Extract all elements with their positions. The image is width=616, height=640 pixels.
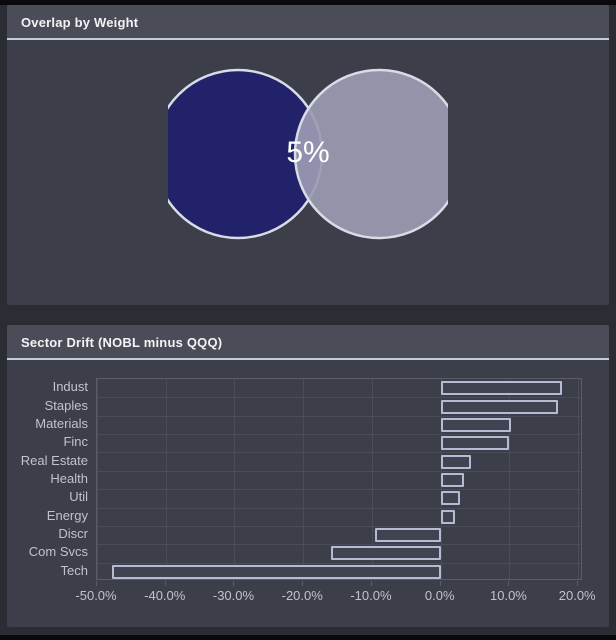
bar-discr [375,528,441,543]
bar-util [440,491,460,506]
y-axis-labels: Indust Staples Materials Finc Real Estate Hea… [7,378,88,580]
tick-mark [508,581,510,586]
gridline [97,415,581,417]
category-label: Tech [60,562,88,578]
category-label: Staples [44,397,88,413]
tick-label: -30.0% [212,588,255,603]
sector-drift-panel: Sector Drift (NOBL minus QQQ) Indust Stap… [7,325,609,627]
gridline [97,434,581,436]
tick-mark [439,581,441,586]
tick-mark [370,581,372,586]
tick-label: 0.0% [424,588,455,603]
category-label: Real Estate [20,452,88,468]
overlap-panel-header: Overlap by Weight [7,5,609,40]
gridline [234,379,236,579]
overlap-panel-title: Overlap by Weight [21,15,139,30]
gridline [97,544,581,546]
plot-area [96,378,582,580]
category-label: Health [50,471,88,486]
tick-mark [96,581,97,586]
bar-tech [112,564,441,579]
category-label: Util [69,489,88,505]
tick-mark [164,581,166,586]
gridline [97,507,581,509]
gridline [165,379,167,579]
category-label: Materials [35,415,88,431]
tick-mark [233,581,235,586]
bar-com-svcs [330,546,441,561]
bar-real-estate [440,454,471,469]
bar-chart: Indust Staples Materials Finc Real Estate Hea… [7,360,609,625]
venn-right-circle [293,68,448,240]
venn-chart: 5% [7,40,609,303]
bar-energy [440,509,456,524]
gridline [97,562,581,564]
gridline [97,397,581,399]
x-axis-labels: -50.0% -40.0% -30.0% -20.0% -10.0% 0.0% 10.0% 2… [75,588,595,604]
x-axis-ticks [96,581,582,586]
tick-mark [577,581,579,586]
bar-staples [440,399,558,414]
gridline [371,379,373,579]
gridline [97,489,581,491]
bar-finc [440,436,510,451]
category-label: Indust [52,379,88,395]
gridline [303,379,305,579]
category-label: Discr [58,526,88,542]
tick-label: 10.0% [490,588,527,603]
category-label: Com Svcs [28,544,88,560]
gridline [97,470,581,472]
tick-label: -40.0% [144,588,186,603]
gridline [97,379,98,579]
tick-label: 20.0% [558,588,596,603]
tick-mark [302,581,304,586]
frame-bottom-strip [0,635,616,640]
category-label: Finc [63,434,88,450]
gridline [97,525,581,527]
drift-panel-header: Sector Drift (NOBL minus QQQ) [7,325,609,360]
bar-materials [440,417,511,432]
tick-label: -10.0% [350,588,392,603]
gridline [509,379,511,579]
gridline [97,452,581,454]
frame-top-strip [0,0,616,5]
drift-panel-title: Sector Drift (NOBL minus QQQ) [21,335,223,350]
venn-overlap-label: 5% [286,136,330,169]
bar-indust [440,381,563,396]
gridline [578,379,580,579]
tick-label: -20.0% [281,588,323,603]
overlap-panel: Overlap by Weight 5% [7,5,609,305]
category-label: Energy [46,507,88,523]
bar-health [440,473,465,487]
tick-label: -50.0% [75,588,117,603]
venn-diagram [168,68,448,240]
